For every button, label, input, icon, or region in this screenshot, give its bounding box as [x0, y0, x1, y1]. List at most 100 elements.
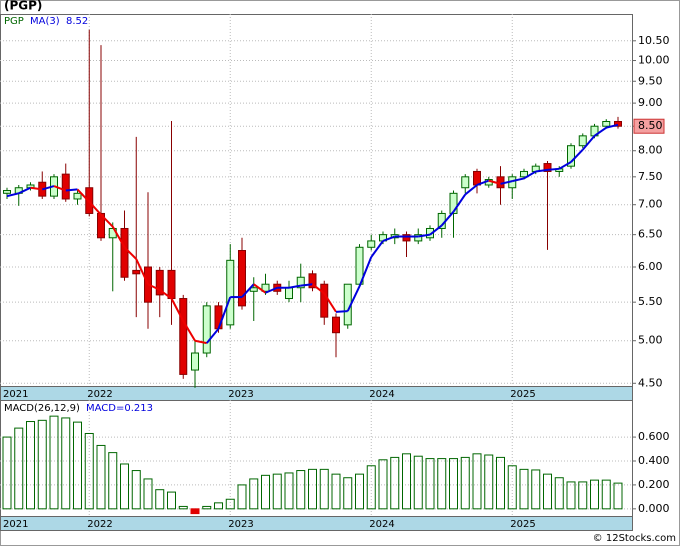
macd-bar [402, 453, 411, 510]
x-tick-label: 2021 [3, 519, 28, 530]
macd-bar [26, 421, 35, 510]
ma-segment [523, 170, 537, 180]
y-tick-label: 6.50 [638, 228, 663, 241]
candle-body [308, 273, 317, 289]
candle-body [132, 269, 141, 275]
ma-segment [500, 180, 513, 185]
candle-body [296, 276, 305, 289]
macd-bar [449, 458, 458, 510]
x-axis-strip [0, 516, 633, 531]
macd-bar [120, 463, 129, 510]
y-tick-label: 9.50 [638, 74, 663, 87]
candle-body [402, 234, 411, 242]
ma-segment [18, 186, 31, 195]
ma-segment [241, 283, 255, 298]
macd-bar [261, 474, 270, 510]
ma-segment [205, 328, 220, 344]
macd-bar [167, 491, 176, 510]
ma-segment [300, 283, 313, 287]
macd-bar [554, 477, 564, 510]
macd-bar [61, 417, 71, 510]
candle-body [155, 269, 164, 296]
candle-body [261, 283, 270, 292]
macd-bar [543, 473, 552, 510]
y-tick-label: 0.000 [638, 502, 670, 515]
ma-segment [452, 193, 467, 213]
macd-bar [437, 458, 447, 510]
macd-bar [37, 419, 47, 510]
ma-segment [6, 192, 19, 198]
ma-segment [41, 185, 55, 191]
candle-body [614, 120, 622, 127]
ma-segment [170, 298, 185, 322]
ma-segment [76, 188, 90, 203]
ma-segment [182, 320, 196, 342]
macd-bar [143, 478, 153, 510]
ma-segment [323, 292, 337, 313]
candle-body [320, 283, 329, 318]
candle-body [461, 176, 470, 189]
y-tick-label: 0.400 [638, 454, 670, 467]
legend-ma-value: 8.52 [66, 16, 88, 27]
ma-segment [100, 213, 114, 228]
macd-bar [178, 505, 188, 510]
ma-segment [429, 224, 443, 236]
legend-symbol: PGP [4, 16, 24, 27]
candle-body [226, 259, 235, 326]
ma-segment [217, 296, 232, 330]
candle-body [567, 145, 575, 167]
y-tick-label: 5.50 [638, 295, 663, 308]
ma-segment [558, 161, 572, 170]
macd-bar [202, 505, 212, 510]
ma-segment [311, 283, 325, 295]
macd-bar [566, 481, 576, 510]
ma-segment [147, 283, 161, 291]
chart-title: (PGP) [4, 0, 42, 13]
macd-bar [390, 456, 400, 510]
y-tick-label: 8.00 [638, 144, 663, 157]
macd-bar [590, 479, 599, 510]
candle-body [367, 240, 376, 248]
copyright: © 12Stocks.com [593, 533, 676, 544]
macd-bar [308, 468, 317, 510]
legend-ma: MA(3) [30, 16, 60, 27]
candle-body [3, 190, 11, 194]
macd-bar [96, 444, 106, 510]
macd-bar [413, 455, 423, 510]
y-tick-label: 4.50 [638, 376, 663, 389]
x-tick-label: 2022 [87, 389, 112, 400]
x-tick-label: 2022 [87, 519, 112, 530]
ma-segment [535, 168, 548, 173]
ma-segment [135, 258, 149, 285]
y-tick-label: 0.600 [638, 430, 670, 443]
candle-body [543, 163, 552, 172]
ma-segment [30, 186, 43, 191]
x-tick-label: 2024 [369, 389, 394, 400]
macd-bar [378, 459, 388, 510]
ma-segment [547, 167, 560, 171]
macd-bar [249, 478, 259, 510]
candle-body [285, 287, 293, 300]
macd-bar [460, 456, 470, 510]
candle-body [167, 269, 176, 300]
ma-segment [593, 126, 607, 137]
x-tick-label: 2023 [228, 389, 253, 400]
macd-bar [284, 472, 294, 510]
candle-body [73, 192, 82, 200]
ma-segment [111, 226, 126, 248]
ma-segment [88, 201, 102, 216]
macd-bar [601, 479, 611, 510]
x-tick-label: 2024 [369, 519, 394, 530]
macd-bar [472, 453, 482, 510]
candle-body [214, 305, 223, 330]
ma-segment [358, 256, 373, 287]
ma-segment [440, 211, 455, 227]
last-price-box [633, 118, 665, 134]
candle-body [202, 305, 211, 354]
macd-bar [296, 470, 306, 510]
macd-bar [190, 508, 200, 515]
ma-segment [512, 177, 525, 183]
candle-body [238, 250, 246, 307]
macd-bar [355, 473, 364, 510]
